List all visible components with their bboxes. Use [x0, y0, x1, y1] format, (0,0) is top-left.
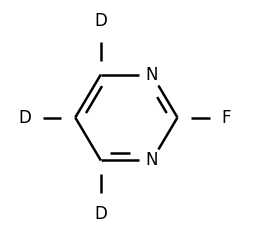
Text: D: D: [94, 205, 107, 223]
Text: F: F: [222, 109, 231, 126]
Text: N: N: [146, 152, 158, 169]
Text: D: D: [94, 12, 107, 30]
Text: D: D: [18, 109, 31, 126]
Text: N: N: [146, 66, 158, 83]
